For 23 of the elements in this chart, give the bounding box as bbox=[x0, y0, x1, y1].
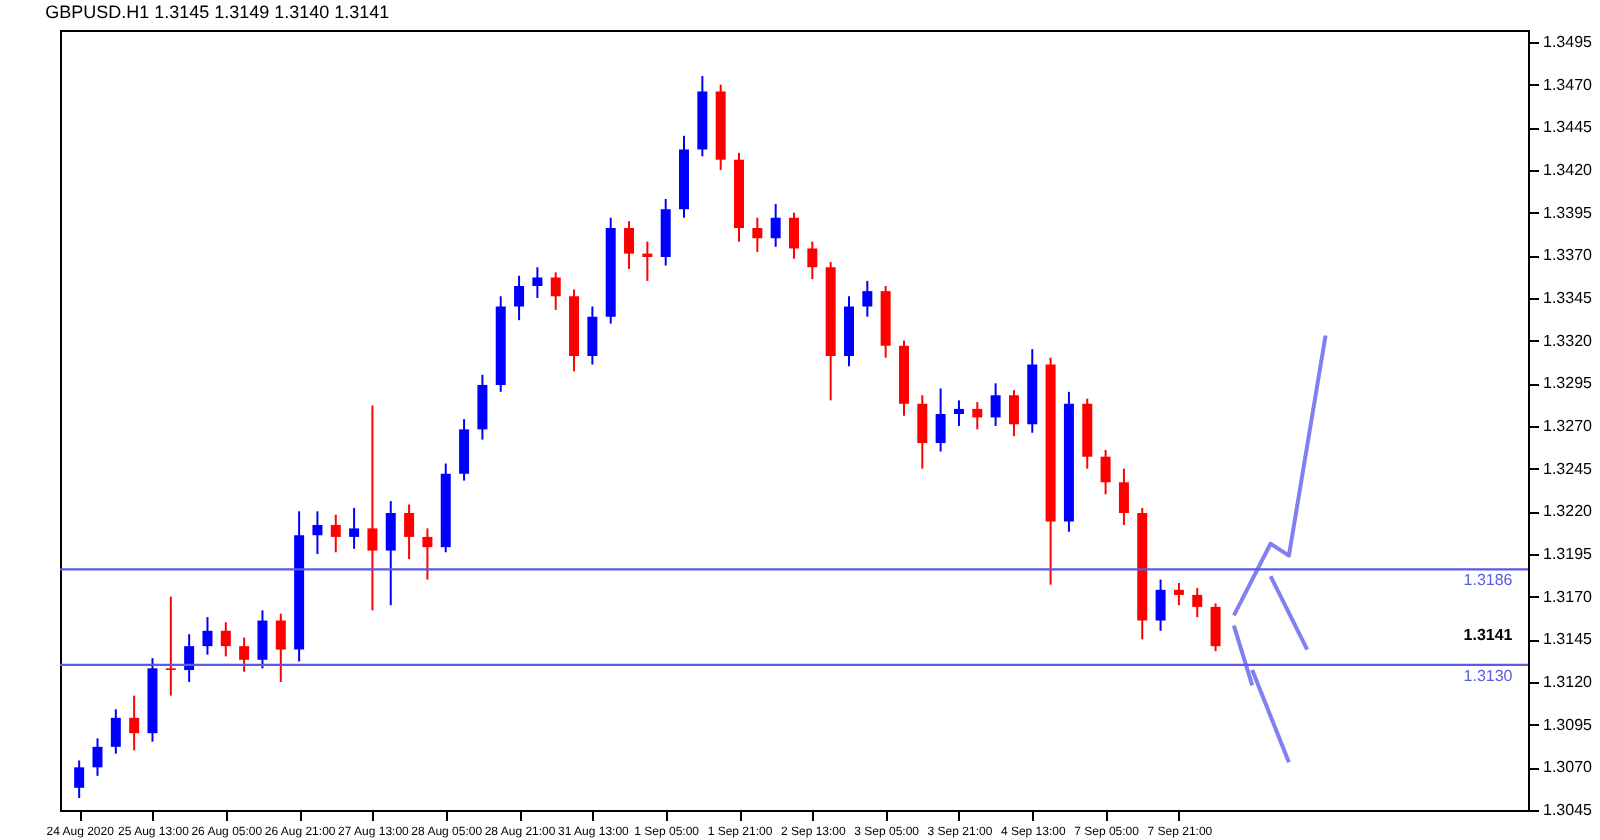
y-tick-label: 1.3220 bbox=[1543, 502, 1594, 521]
y-tick-label: 1.3070 bbox=[1543, 758, 1594, 777]
y-tick-label: 1.3270 bbox=[1543, 416, 1594, 435]
y-tick-label: 1.3170 bbox=[1543, 587, 1594, 606]
y-tick-label: 1.3195 bbox=[1543, 544, 1594, 563]
y-tick-label: 1.3245 bbox=[1543, 459, 1594, 478]
y-tick-label: 1.3495 bbox=[1543, 32, 1594, 51]
y-tick-label: 1.3445 bbox=[1543, 118, 1594, 137]
chart-title: GBPUSD.H1 1.3145 1.3149 1.3140 1.3141 bbox=[45, 2, 390, 22]
ref-line-label: 1.3130 bbox=[1463, 666, 1514, 685]
y-tick-label: 1.3370 bbox=[1543, 246, 1594, 265]
y-tick-label: 1.3470 bbox=[1543, 75, 1594, 94]
y-tick-label: 1.3295 bbox=[1543, 374, 1594, 393]
annotation: 1.3141 bbox=[1463, 626, 1514, 645]
y-tick-label: 1.3420 bbox=[1543, 160, 1594, 179]
y-tick-label: 1.3120 bbox=[1543, 672, 1594, 691]
ref-line-label: 1.3186 bbox=[1463, 571, 1514, 590]
y-tick-label: 1.3320 bbox=[1543, 331, 1594, 350]
y-tick-label: 1.3045 bbox=[1543, 801, 1594, 819]
y-tick-label: 1.3095 bbox=[1543, 715, 1594, 734]
y-tick-label: 1.3345 bbox=[1543, 288, 1594, 307]
y-tick-label: 1.3145 bbox=[1543, 630, 1594, 649]
y-tick-label: 1.3395 bbox=[1543, 203, 1594, 222]
